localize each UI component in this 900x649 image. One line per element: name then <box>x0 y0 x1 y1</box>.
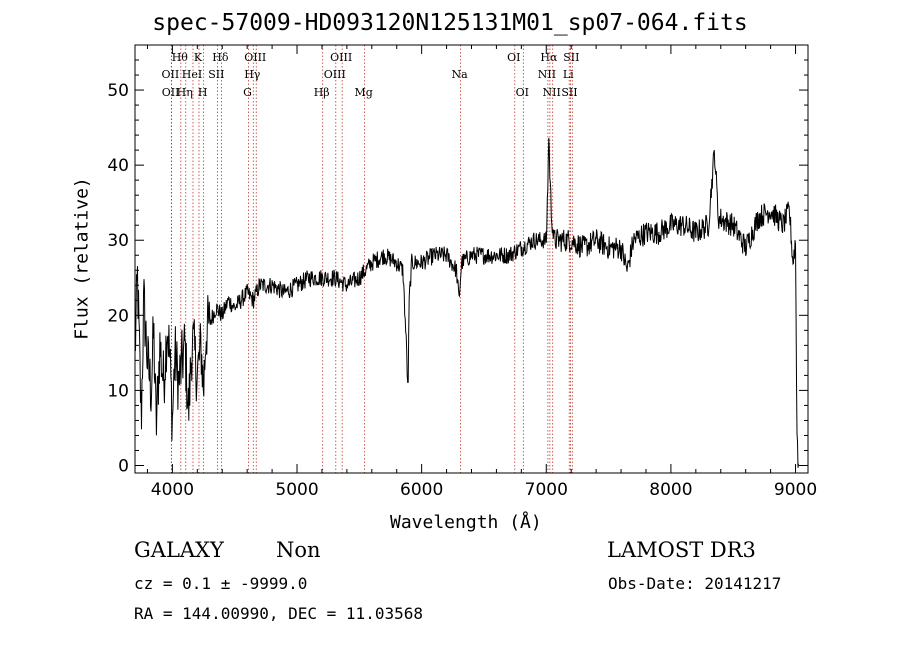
marker-label: NII <box>538 68 556 81</box>
marker-label: K <box>194 51 203 64</box>
marker-label: OII <box>162 86 180 99</box>
chart-title: spec-57009-HD093120N125131M01_sp07-064.f… <box>152 10 748 36</box>
marker-label: Hγ <box>244 68 261 81</box>
marker-label: HeI <box>182 68 202 81</box>
marker-label: Hθ <box>172 51 189 64</box>
obs-date-readout: Obs-Date: 20141217 <box>608 574 782 593</box>
line-markers: Hθ OII OII K HeI Hη H Hδ SII OIII Hγ G OIII OIII Hβ Mg N… <box>161 45 579 473</box>
y-axis-label: Flux (relative) <box>71 177 93 340</box>
y-tick-label: 30 <box>107 231 129 251</box>
marker-label: OIII <box>244 51 266 64</box>
marker-label: Hη <box>177 86 193 99</box>
marker-label: OI <box>516 86 529 99</box>
marker-label: SII <box>561 86 577 99</box>
marker-label: NII <box>543 86 561 99</box>
x-axis-label: Wavelength (Å) <box>390 512 542 533</box>
y-tick-label: 50 <box>107 81 129 101</box>
marker-label: OIII <box>324 68 346 81</box>
marker-label: G <box>243 86 252 99</box>
marker-label: H <box>198 86 208 99</box>
marker-label: OII <box>161 68 179 81</box>
marker-label: Mg <box>354 86 372 99</box>
marker-label: OIII <box>330 51 352 64</box>
subclass-label: Non <box>276 538 321 562</box>
marker-label: Hβ <box>314 86 330 99</box>
flux-series <box>134 137 799 468</box>
cz-readout: cz = 0.1 ± -9999.0 <box>134 574 308 593</box>
x-tick-label: 9000 <box>774 480 817 500</box>
y-tick-label: 20 <box>107 306 129 326</box>
marker-label: OI <box>507 51 520 64</box>
x-tick-label: 7000 <box>525 480 568 500</box>
y-tick-label: 0 <box>118 456 129 476</box>
marker-label: Hα <box>540 51 558 64</box>
coords-readout: RA = 144.00990, DEC = 11.03568 <box>134 604 423 623</box>
marker-label: Li <box>563 68 574 81</box>
y-tick-label: 10 <box>107 381 129 401</box>
x-tick-label: 4000 <box>151 480 194 500</box>
y-tick-label: 40 <box>107 156 129 176</box>
axis-ticks: 4000 5000 6000 7000 8000 9000 0 10 20 30 40 50 <box>107 44 817 500</box>
x-tick-label: 5000 <box>275 480 318 500</box>
marker-label: Na <box>451 68 468 81</box>
series-layer <box>134 137 799 468</box>
plot-frame <box>134 44 809 474</box>
survey-label: LAMOST DR3 <box>607 538 756 562</box>
classification-label: GALAXY <box>134 538 224 562</box>
marker-label: SII <box>208 68 224 81</box>
x-tick-label: 8000 <box>649 480 692 500</box>
marker-label: Hδ <box>212 51 229 64</box>
marker-label: SII <box>563 51 579 64</box>
x-tick-label: 6000 <box>400 480 443 500</box>
